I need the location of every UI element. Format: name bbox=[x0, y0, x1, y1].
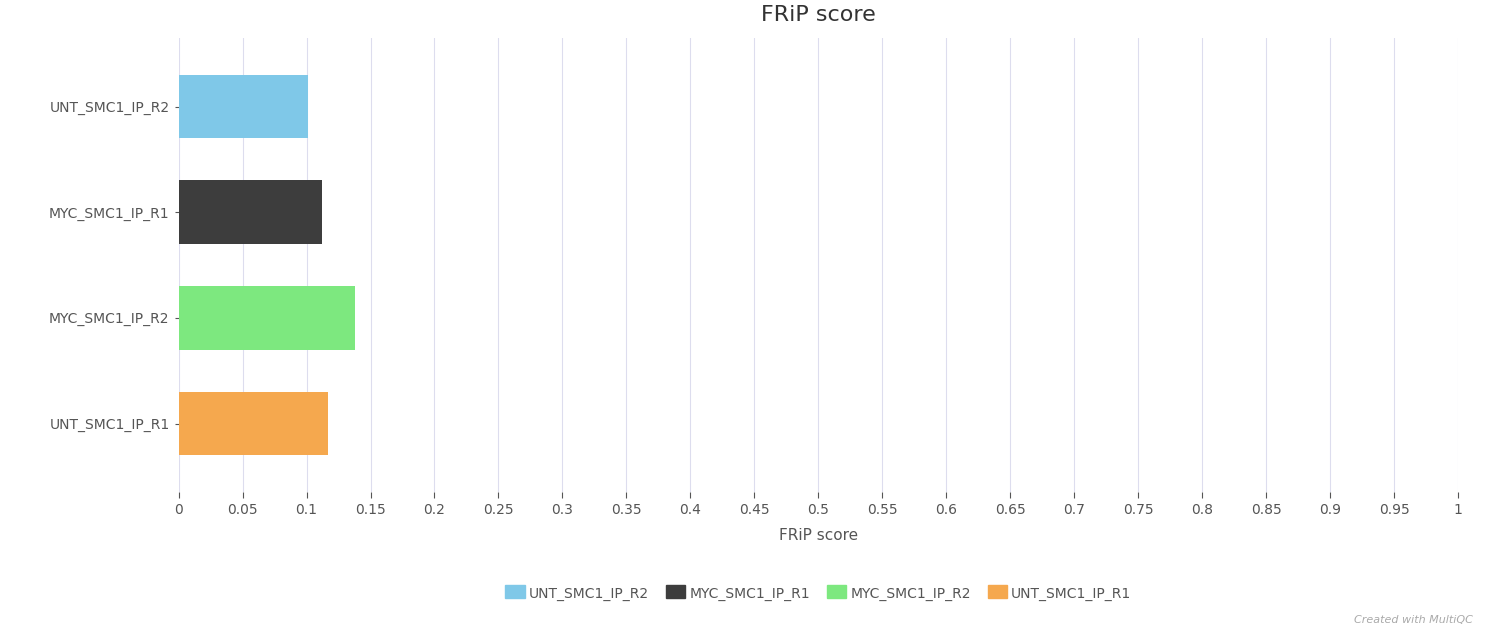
Legend: UNT_SMC1_IP_R2, MYC_SMC1_IP_R1, MYC_SMC1_IP_R2, UNT_SMC1_IP_R1: UNT_SMC1_IP_R2, MYC_SMC1_IP_R1, MYC_SMC1… bbox=[500, 581, 1137, 606]
Title: FRiP score: FRiP score bbox=[760, 5, 876, 25]
X-axis label: FRiP score: FRiP score bbox=[778, 528, 859, 543]
Text: Created with MultiQC: Created with MultiQC bbox=[1354, 615, 1473, 625]
Bar bbox=[179, 180, 321, 244]
Bar bbox=[179, 286, 356, 350]
Bar bbox=[179, 392, 329, 455]
Bar bbox=[179, 75, 308, 138]
